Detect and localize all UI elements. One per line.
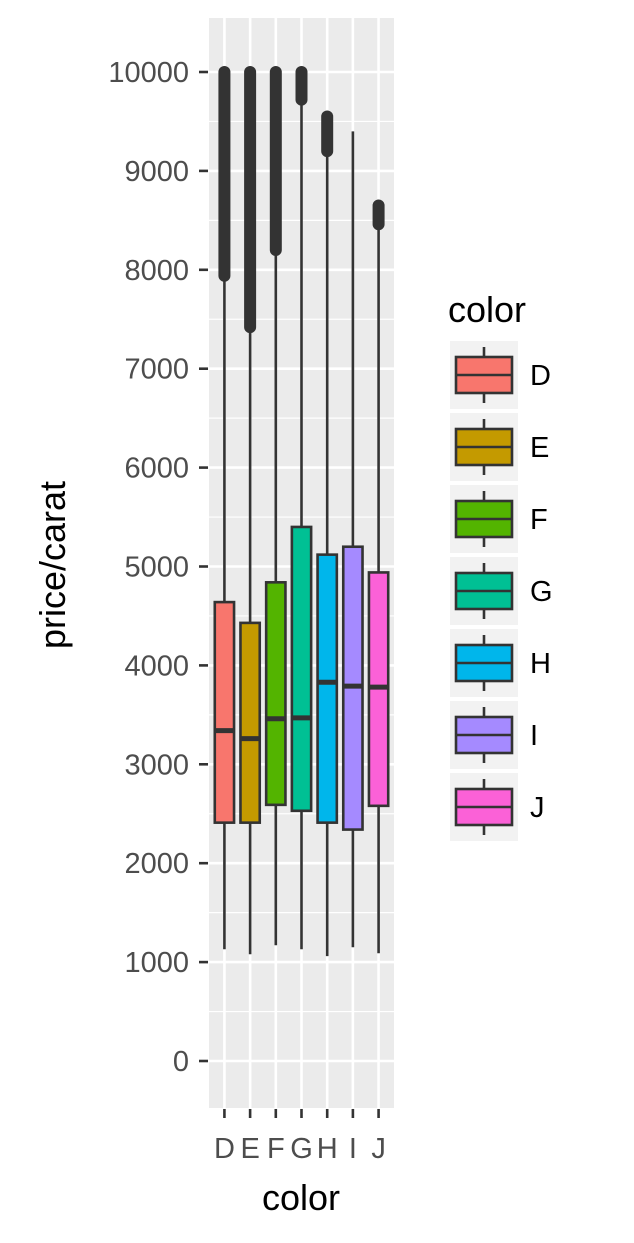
legend-item-J: J [450, 773, 545, 841]
y-axis-title: price/carat [32, 481, 73, 649]
legend-label: I [530, 720, 538, 752]
legend-item-F: F [450, 485, 548, 553]
y-tick-label: 9000 [124, 156, 189, 188]
legend-item-H: H [450, 629, 551, 697]
x-tick-label: I [349, 1133, 357, 1165]
y-tick-label: 10000 [108, 57, 189, 89]
box-body [213, 600, 236, 824]
box-D [213, 66, 236, 950]
legend-label: J [530, 792, 545, 824]
box-I [341, 131, 364, 948]
legend-label: E [530, 432, 549, 464]
y-tick-label: 1000 [124, 947, 189, 979]
legend-title: color [448, 289, 526, 330]
box-F [264, 66, 287, 946]
y-tick-label: 0 [173, 1046, 189, 1078]
legend-item-D: D [450, 341, 551, 409]
box-G [290, 66, 313, 950]
y-axis: 0 1000 2000 3000 4000 5000 6000 7000 8000 9000 100… [108, 57, 208, 1078]
box-body [290, 525, 313, 813]
x-tick-label: J [371, 1133, 386, 1165]
y-tick-label: 5000 [124, 552, 189, 584]
x-tick-label: D [214, 1133, 235, 1165]
y-tick-label: 3000 [124, 749, 189, 781]
legend-label: D [530, 360, 551, 392]
box-body [316, 553, 339, 824]
legend-label: H [530, 648, 551, 680]
y-tick-label: 8000 [124, 255, 189, 287]
y-tick-label: 6000 [124, 453, 189, 485]
box-body [264, 581, 287, 807]
y-tick-label: 7000 [124, 354, 189, 386]
legend-item-E: E [450, 413, 549, 481]
x-tick-label: H [317, 1133, 338, 1165]
box-body [239, 621, 262, 824]
x-tick-label: F [267, 1133, 285, 1165]
x-tick-label: G [290, 1133, 313, 1165]
box-H [316, 110, 339, 957]
legend: color D E F G H I J [448, 289, 553, 841]
y-tick-label: 2000 [124, 848, 189, 880]
x-axis-title: color [262, 1177, 340, 1218]
legend-item-G: G [450, 557, 553, 625]
legend-item-I: I [450, 701, 538, 769]
x-tick-label: E [240, 1133, 259, 1165]
legend-label: G [530, 576, 553, 608]
y-tick-label: 4000 [124, 650, 189, 682]
box-E [239, 66, 262, 955]
box-J [367, 199, 390, 954]
legend-label: F [530, 504, 548, 536]
box-series [213, 66, 390, 957]
